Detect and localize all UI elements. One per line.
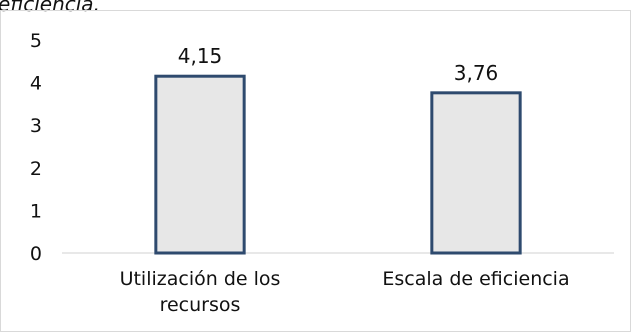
data-label: 3,76 bbox=[454, 61, 499, 85]
y-tick-label: 0 bbox=[30, 243, 42, 265]
bars bbox=[154, 74, 522, 255]
y-tick-label: 5 bbox=[30, 30, 42, 52]
chart-area bbox=[0, 10, 631, 332]
data-labels: 4,15 3,76 bbox=[178, 44, 499, 85]
bar bbox=[430, 91, 522, 255]
y-axis-ticks: 0 1 2 3 4 5 bbox=[30, 30, 42, 265]
bar bbox=[154, 74, 246, 255]
y-tick-label: 1 bbox=[30, 200, 42, 222]
x-tick-label: Utilización de los recursos bbox=[120, 268, 281, 316]
y-tick-label: 2 bbox=[30, 158, 42, 180]
x-tick-label: Escala de eficiencia bbox=[382, 268, 569, 290]
caption-fragment: eficiencia. bbox=[0, 0, 100, 16]
y-tick-label: 4 bbox=[30, 73, 42, 95]
y-tick-label: 3 bbox=[30, 115, 42, 137]
data-label: 4,15 bbox=[178, 44, 223, 68]
x-axis-labels: Utilización de los recursos Escala de efic… bbox=[120, 268, 570, 316]
